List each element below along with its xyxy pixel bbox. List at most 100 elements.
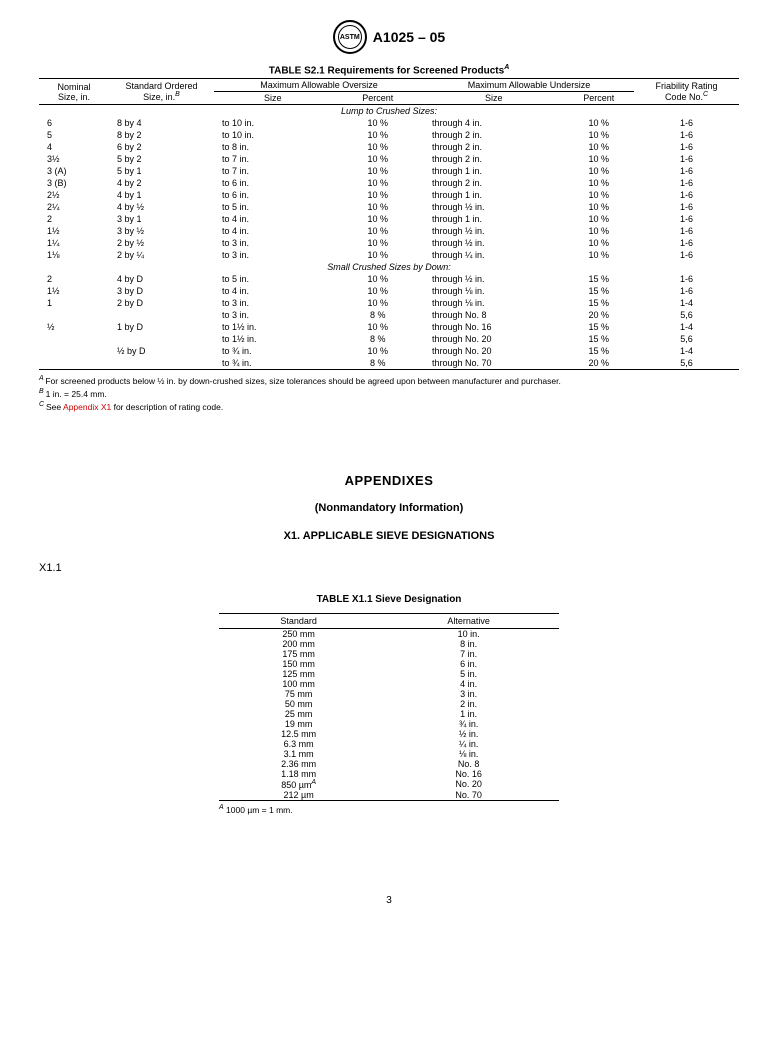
- cell-undersize-pct: 15 %: [564, 297, 634, 309]
- cell-oversize-pct: 10 %: [332, 165, 424, 177]
- table-row: 100 mm4 in.: [219, 679, 559, 689]
- cell-oversize-size: to 1½ in.: [214, 333, 332, 345]
- cell-undersize-pct: 10 %: [564, 237, 634, 249]
- cell-undersize-pct: 10 %: [564, 225, 634, 237]
- cell-friability: 1-6: [634, 225, 739, 237]
- cell-alternative: ¾ in.: [378, 719, 559, 729]
- cell-friability: 5,6: [634, 333, 739, 345]
- cell-standard: 50 mm: [219, 699, 378, 709]
- table-row: 175 mm7 in.: [219, 649, 559, 659]
- appendix-subtitle: (Nonmandatory Information): [39, 502, 739, 514]
- cell-oversize-pct: 10 %: [332, 177, 424, 189]
- table-row: 12 by Dto 3 in.10 %through ⅛ in.15 %1-4: [39, 297, 739, 309]
- note-b: 1 in. = 25.4 mm.: [46, 389, 107, 399]
- cell-nominal: 2¼: [39, 201, 109, 213]
- table-row: 50 mm2 in.: [219, 699, 559, 709]
- cell-standard-ordered: 6 by 2: [109, 141, 214, 153]
- cell-undersize-size: through ½ in.: [424, 237, 564, 249]
- cell-undersize-size: through 1 in.: [424, 213, 564, 225]
- cell-oversize-pct: 10 %: [332, 273, 424, 285]
- cell-undersize-pct: 10 %: [564, 189, 634, 201]
- cell-friability: 1-6: [634, 141, 739, 153]
- section2-title: Small Crushed Sizes by Down:: [39, 261, 739, 273]
- cell-oversize-size: to 3 in.: [214, 297, 332, 309]
- cell-undersize-pct: 10 %: [564, 249, 634, 261]
- cell-undersize-pct: 10 %: [564, 213, 634, 225]
- astm-logo-icon: ASTM: [333, 20, 367, 54]
- cell-nominal: [39, 345, 109, 357]
- table-row: 24 by Dto 5 in.10 %through ½ in.15 %1-6: [39, 273, 739, 285]
- table-x11-title: TABLE X1.1 Sieve Designation: [39, 594, 739, 605]
- cell-nominal: 1⅛: [39, 249, 109, 261]
- table-row: 3 (B)4 by 2to 6 in.10 %through 2 in.10 %…: [39, 177, 739, 189]
- cell-standard: 25 mm: [219, 709, 378, 719]
- cell-undersize-size: through No. 16: [424, 321, 564, 333]
- section1-title: Lump to Crushed Sizes:: [39, 105, 739, 118]
- cell-standard-ordered: 3 by 1: [109, 213, 214, 225]
- cell-undersize-pct: 10 %: [564, 141, 634, 153]
- cell-undersize-size: through ¼ in.: [424, 249, 564, 261]
- cell-oversize-size: to 4 in.: [214, 213, 332, 225]
- cell-undersize-size: through ½ in.: [424, 225, 564, 237]
- cell-undersize-size: through No. 8: [424, 309, 564, 321]
- table-row: 850 µmANo. 20: [219, 779, 559, 790]
- hdr-os-pct: Percent: [332, 92, 424, 105]
- cell-oversize-size: to 6 in.: [214, 189, 332, 201]
- cell-oversize-pct: 8 %: [332, 357, 424, 370]
- table-row: to 3 in.8 %through No. 820 %5,6: [39, 309, 739, 321]
- cell-alternative: 2 in.: [378, 699, 559, 709]
- cell-undersize-pct: 15 %: [564, 345, 634, 357]
- cell-standard: 125 mm: [219, 669, 378, 679]
- cell-friability: 1-6: [634, 213, 739, 225]
- cell-standard-ordered: [109, 333, 214, 345]
- cell-oversize-pct: 10 %: [332, 285, 424, 297]
- table-row: 25 mm1 in.: [219, 709, 559, 719]
- note-c-link[interactable]: Appendix X1: [63, 402, 111, 412]
- cell-friability: 1-6: [634, 237, 739, 249]
- cell-nominal: 3½: [39, 153, 109, 165]
- cell-nominal: 4: [39, 141, 109, 153]
- table-title-sup: A: [504, 64, 509, 71]
- document-header: ASTM A1025 – 05: [39, 20, 739, 54]
- cell-standard: 200 mm: [219, 639, 378, 649]
- cell-friability: 5,6: [634, 357, 739, 370]
- cell-undersize-size: through 1 in.: [424, 189, 564, 201]
- cell-standard-ordered: [109, 357, 214, 370]
- cell-alternative: No. 20: [378, 779, 559, 790]
- cell-friability: 1-4: [634, 297, 739, 309]
- table-row: 2¼4 by ½to 5 in.10 %through ½ in.10 %1-6: [39, 201, 739, 213]
- cell-friability: 1-6: [634, 285, 739, 297]
- cell-nominal: 3 (A): [39, 165, 109, 177]
- cell-undersize-size: through ⅛ in.: [424, 297, 564, 309]
- cell-friability: 1-6: [634, 273, 739, 285]
- table-row: 250 mm10 in.: [219, 628, 559, 639]
- cell-alternative: ½ in.: [378, 729, 559, 739]
- cell-oversize-size: to ¾ in.: [214, 345, 332, 357]
- cell-standard-ordered: 2 by D: [109, 297, 214, 309]
- cell-nominal: 5: [39, 129, 109, 141]
- cell-standard: 250 mm: [219, 628, 378, 639]
- cell-undersize-pct: 15 %: [564, 285, 634, 297]
- table-row: 3 (A)5 by 1to 7 in.10 %through 1 in.10 %…: [39, 165, 739, 177]
- table-row: 2.36 mmNo. 8: [219, 759, 559, 769]
- table-row: 6.3 mm¼ in.: [219, 739, 559, 749]
- cell-oversize-size: to 3 in.: [214, 309, 332, 321]
- cell-undersize-size: through No. 20: [424, 333, 564, 345]
- table-row: ½1 by Dto 1½ in.10 %through No. 1615 %1-…: [39, 321, 739, 333]
- note-a: For screened products below ½ in. by dow…: [45, 376, 561, 386]
- cell-oversize-size: to 7 in.: [214, 165, 332, 177]
- hdr-so-sup: B: [175, 91, 180, 98]
- cell-standard-ordered: 4 by ½: [109, 201, 214, 213]
- cell-undersize-size: through No. 20: [424, 345, 564, 357]
- cell-undersize-pct: 15 %: [564, 273, 634, 285]
- hdr-oversize: Maximum Allowable Oversize: [214, 79, 424, 92]
- cell-nominal: 1: [39, 297, 109, 309]
- hdr-undersize: Maximum Allowable Undersize: [424, 79, 634, 92]
- cell-oversize-pct: 10 %: [332, 321, 424, 333]
- table-row: 125 mm5 in.: [219, 669, 559, 679]
- table-row: ½ by Dto ¾ in.10 %through No. 2015 %1-4: [39, 345, 739, 357]
- cell-standard: 150 mm: [219, 659, 378, 669]
- cell-standard-ordered: ½ by D: [109, 345, 214, 357]
- cell-nominal: 1¼: [39, 237, 109, 249]
- table-row: 12.5 mm½ in.: [219, 729, 559, 739]
